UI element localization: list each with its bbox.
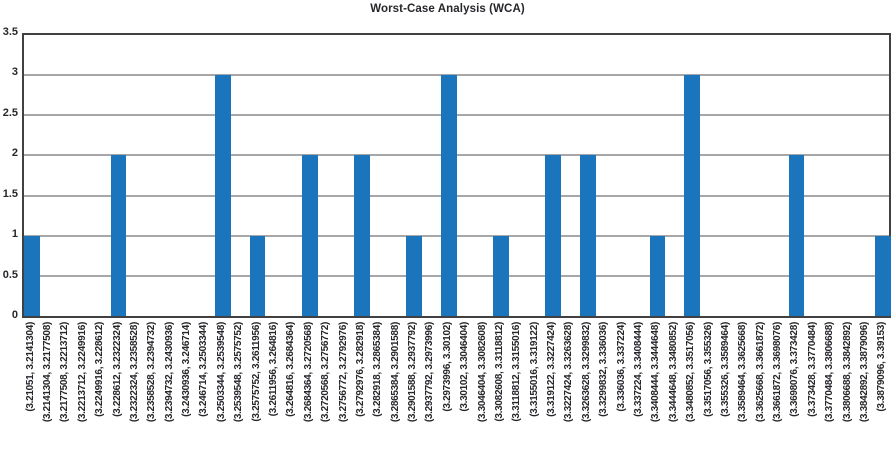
y-tick-label: 0.5 (2, 268, 18, 281)
bar (545, 155, 561, 316)
bar (215, 75, 231, 316)
x-tick-label: (3.3082608, 3.3118812) (493, 322, 505, 422)
x-tick-label: (3.3155016, 3.319122) (528, 322, 540, 417)
x-tick-label: (3.21051, 3.2141304) (24, 322, 36, 412)
x-tick-label: (3.2611956, 3.264816) (268, 322, 279, 417)
x-tick-label: (3.3589464, 3.3625668) (737, 322, 749, 423)
bar (301, 155, 318, 316)
x-tick-label: (3.2503344, 3.2539548) (215, 322, 227, 423)
bar (649, 235, 666, 316)
bar (354, 155, 370, 316)
bar (406, 235, 422, 316)
x-tick-label: (3.3625668, 3.3661872) (754, 322, 766, 423)
x-tick-label: (3.373428, 3.3770484) (806, 322, 818, 417)
x-tick-label: (3.355326, 3.3589464) (719, 322, 731, 417)
x-tick-label: (3.30102, 3.3046404) (459, 322, 471, 412)
x-tick-label: (3.3118812, 3.3155016) (511, 322, 523, 422)
plot-area (22, 33, 892, 318)
x-tick-label: (3.337224, 3.3408444) (632, 322, 644, 417)
x-tick-label: (3.2249916, 3.228612) (94, 322, 106, 417)
x-tick-label: (3.2177508, 3.2213712) (59, 322, 71, 423)
x-tick-label: (3.264816, 3.2684364) (285, 322, 297, 417)
bar (23, 235, 40, 316)
y-tick-label: 3.5 (2, 26, 18, 38)
x-tick-label: (3.3879096, 3.39153) (876, 322, 888, 412)
y-tick-label: 1 (11, 228, 18, 241)
y-tick-label: 2 (11, 147, 18, 160)
x-tick-label: (3.2213712, 3.2249916) (76, 322, 88, 423)
x-tick-label: (3.2394732, 3.2430936) (163, 322, 175, 423)
x-tick-label: (3.2430936, 3.246714) (181, 322, 193, 417)
bar (440, 75, 457, 316)
y-tick-label: 3 (11, 66, 18, 79)
x-tick-label: (3.282918, 3.2865384) (372, 322, 384, 417)
x-tick-label: (3.2575752, 3.2611956) (250, 322, 262, 422)
y-tick-label: 0 (11, 309, 18, 321)
x-tick-label: (3.2322324, 3.2358528) (128, 322, 140, 423)
x-tick-label: (3.2792976, 3.282918) (354, 322, 366, 417)
x-tick-label: (3.336036, 3.337224) (615, 322, 627, 412)
gridline (24, 74, 889, 77)
bar (110, 155, 127, 316)
bar (580, 155, 596, 316)
x-tick-label: (3.3517056, 3.355326) (702, 322, 714, 417)
x-tick-label: (3.2141304, 3.2177508) (42, 322, 54, 423)
bar (875, 235, 892, 316)
x-tick-label: (3.2539548, 3.2575752) (233, 322, 245, 423)
bar (249, 235, 266, 316)
x-tick-label: (3.3263628, 3.3299832) (580, 322, 592, 423)
x-tick-label: (3.3444648, 3.3480852) (667, 322, 679, 423)
bar (684, 75, 700, 316)
chart-title: Worst-Case Analysis (WCA) (370, 3, 525, 15)
x-tick-label: (3.2901588, 3.2937792) (407, 322, 419, 423)
x-tick-label: (3.3842892, 3.3879096) (858, 322, 870, 423)
x-tick-label: (3.319122, 3.3227424) (546, 322, 558, 417)
x-tick-label: (3.2937792, 3.2973996) (424, 322, 436, 423)
x-tick-label: (3.3227424, 3.3263628) (563, 322, 575, 423)
x-tick-label: (3.2720568, 3.2756772) (320, 322, 332, 423)
y-tick-label: 2.5 (2, 106, 18, 119)
x-tick-label: (3.3661872, 3.3698076) (772, 322, 784, 423)
x-tick-label: (3.2973996, 3.30102) (441, 322, 453, 412)
x-tick-label: (3.3698076, 3.373428) (789, 322, 801, 417)
x-tick-label: (3.3806688, 3.3842892) (841, 322, 853, 423)
x-tick-label: (3.3770484, 3.3806688) (824, 322, 836, 423)
x-tick-label: (3.3046404, 3.3082608) (476, 322, 488, 423)
y-tick-label: 1.5 (2, 187, 18, 200)
x-tick-label: (3.246714, 3.2503344) (198, 322, 210, 417)
bar (493, 235, 509, 316)
x-tick-label: (3.2865384, 3.2901588) (389, 322, 401, 423)
x-tick-label: (3.2358528, 3.2394732) (146, 322, 158, 423)
x-tick-label: (3.3299832, 3.336036) (598, 322, 610, 417)
x-tick-label: (3.228612, 3.2322324) (111, 322, 123, 417)
x-tick-label: (3.3480852, 3.3517056) (685, 322, 697, 423)
x-tick-label: (3.3408444, 3.3444648) (650, 322, 662, 423)
bar (788, 155, 805, 316)
x-tick-label: (3.2756772, 3.2792976) (337, 322, 349, 423)
x-tick-label: (3.2684364, 3.2720568) (302, 322, 314, 423)
